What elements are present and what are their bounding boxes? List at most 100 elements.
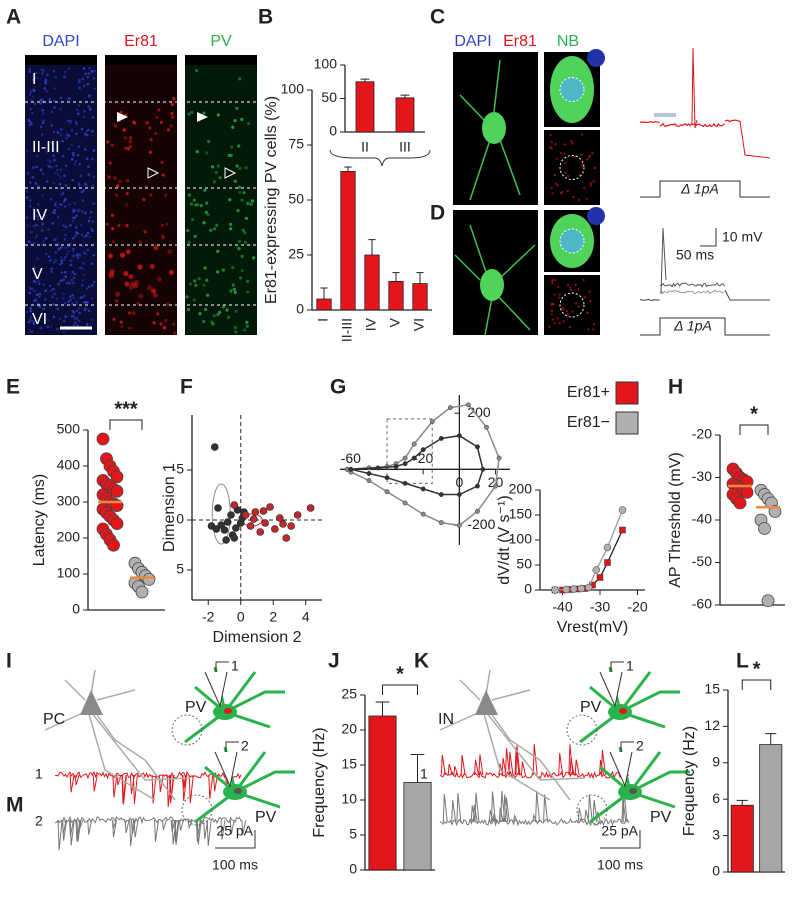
cell-dot [246, 201, 250, 206]
point [474, 508, 480, 514]
cell-dot [75, 132, 78, 136]
cell-dot [186, 307, 191, 311]
event [584, 809, 590, 823]
er81-dot [550, 186, 553, 190]
cell-dot [54, 251, 57, 254]
point [619, 526, 626, 534]
cell-dot [68, 203, 72, 206]
cell-dot [70, 157, 74, 161]
cell-dot [52, 154, 55, 157]
panel-letter: L [736, 650, 749, 673]
cell-dot [83, 235, 86, 239]
cell-dot [28, 93, 32, 96]
error-bar [320, 287, 328, 299]
cell-dot [93, 202, 96, 206]
cell-dot [126, 179, 130, 183]
cell-dot [161, 236, 165, 240]
series-line [554, 509, 624, 591]
significance-label: * [753, 658, 761, 680]
trace [639, 298, 660, 302]
cell-dot [86, 75, 90, 79]
spike [660, 227, 667, 295]
event [592, 799, 598, 823]
cell-dot [56, 307, 60, 311]
point [456, 492, 462, 497]
layer-label: I [32, 71, 36, 88]
cell-dot [45, 89, 48, 93]
cell-dot [194, 203, 198, 207]
nucleus [619, 708, 627, 714]
event [508, 751, 514, 776]
point [110, 470, 124, 484]
y-tick-label: 9 [712, 754, 720, 770]
cell-dot [27, 118, 30, 122]
y-tick-label: -50 [692, 553, 712, 569]
cell-dot [170, 111, 174, 115]
cell-dot [237, 144, 241, 148]
cell-dot [83, 109, 86, 113]
cell-dot [52, 315, 56, 319]
cell-dot [48, 284, 52, 288]
cell-dot [82, 251, 86, 255]
y-tick-label: 0 [329, 123, 337, 139]
axon [491, 689, 531, 701]
current-bar [654, 113, 676, 117]
x-tick-label: 4 [302, 609, 310, 625]
cell-dot [195, 150, 199, 154]
er81-dot [551, 192, 554, 195]
cell-dot [72, 208, 75, 212]
cell-dot [59, 107, 63, 111]
cell-dot [231, 283, 235, 287]
scale-bar [215, 830, 256, 849]
er81-dot [586, 311, 589, 315]
cell-dot [75, 302, 78, 306]
cell-dot [250, 199, 255, 203]
cell-dot [107, 253, 114, 259]
er81-dot [566, 313, 570, 316]
event [558, 753, 564, 776]
cell-dot [36, 154, 39, 158]
cell-dot [81, 199, 85, 203]
nucleus [560, 77, 584, 102]
er81-dot [562, 320, 565, 323]
cell-dot [198, 312, 202, 316]
cell-dot [91, 220, 95, 223]
cell-dot [85, 287, 89, 291]
cell-dot [50, 267, 53, 270]
cell-dot [63, 204, 67, 208]
panel-letter: I [6, 650, 12, 673]
dendrite [454, 254, 481, 281]
error-bar [410, 754, 425, 783]
cell-dot [52, 130, 56, 134]
event [171, 819, 177, 845]
er81-dot [566, 283, 570, 287]
bar [364, 254, 380, 311]
pipette-number: 1 [231, 658, 239, 674]
event [203, 819, 209, 839]
scale-bar [600, 830, 641, 849]
event [514, 747, 520, 776]
cell-dot [71, 219, 75, 223]
cell-dot [119, 110, 123, 114]
cell-dot [194, 283, 198, 287]
cell-dot [88, 235, 92, 239]
scale-bar [700, 228, 717, 247]
dendrite [484, 297, 493, 336]
cell-dot [116, 184, 120, 188]
y-tick-label: 75 [288, 136, 304, 152]
cell-dot [70, 129, 74, 132]
cell-dot [216, 164, 220, 168]
er81-dot [574, 302, 578, 305]
er81-dot [550, 309, 554, 313]
cell-dot [61, 139, 64, 143]
cell-dot [169, 124, 173, 128]
cell-dot [77, 104, 80, 107]
er81-dot [589, 299, 592, 303]
bar [395, 97, 415, 133]
cell-dot [206, 212, 210, 217]
er81-dot [585, 198, 588, 201]
layer-label: II-III [32, 139, 60, 156]
cell-dot [82, 67, 86, 70]
cell-dot [155, 115, 159, 119]
cell-dot [71, 236, 75, 240]
